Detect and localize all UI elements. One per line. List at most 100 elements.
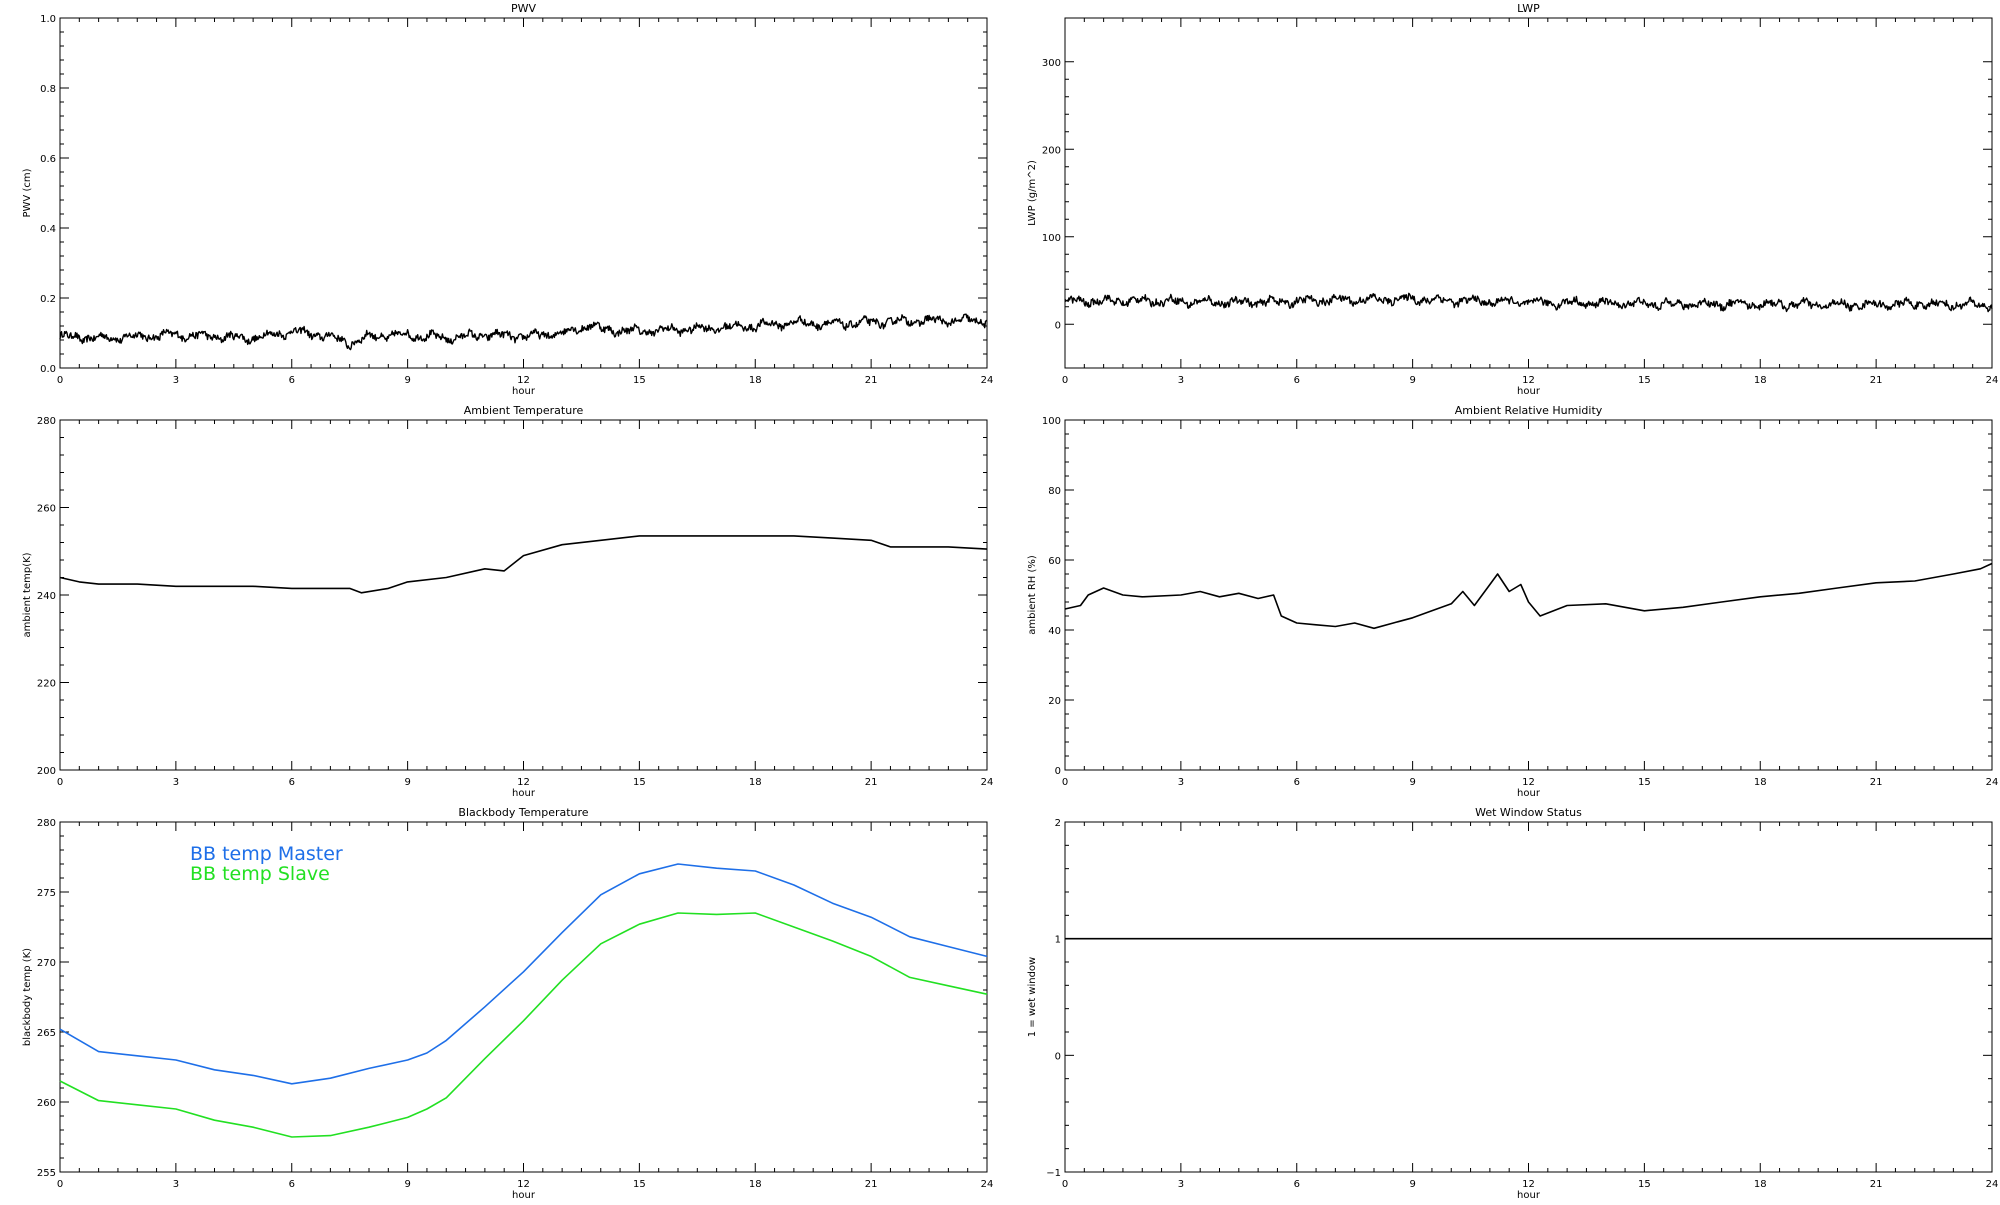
x-tick-label: 21 bbox=[865, 777, 878, 788]
x-tick-label: 3 bbox=[173, 1179, 179, 1190]
x-tick-label: 24 bbox=[1986, 1179, 1999, 1190]
y-tick-label: 2 bbox=[1055, 818, 1061, 829]
x-axis-label: hour bbox=[512, 1190, 536, 1200]
x-tick-label: 24 bbox=[1986, 375, 1999, 386]
x-tick-label: 18 bbox=[749, 1179, 762, 1190]
y-tick-label: −1 bbox=[1046, 1168, 1061, 1179]
x-tick-label: 3 bbox=[173, 375, 179, 386]
x-tick-label: 15 bbox=[633, 777, 646, 788]
x-tick-label: 15 bbox=[1638, 375, 1651, 386]
x-tick-label: 24 bbox=[981, 375, 994, 386]
plot-frame bbox=[1064, 821, 1993, 1173]
plot-title: Wet Window Status bbox=[1475, 806, 1582, 819]
x-tick-label: 24 bbox=[981, 1179, 994, 1190]
x-tick-label: 0 bbox=[57, 777, 63, 788]
y-tick-label: 280 bbox=[37, 818, 56, 829]
y-tick-label: 200 bbox=[1042, 145, 1061, 156]
y-tick-label: 280 bbox=[37, 416, 56, 427]
x-tick-label: 9 bbox=[1409, 375, 1415, 386]
y-tick-label: 0 bbox=[1055, 766, 1061, 777]
y-tick-label: 1.0 bbox=[40, 14, 56, 25]
plot-frame bbox=[59, 419, 988, 771]
x-tick-label: 6 bbox=[1294, 1179, 1300, 1190]
y-tick-label: 200 bbox=[37, 766, 56, 777]
y-axis-label: ambient temp(K) bbox=[22, 552, 33, 637]
plot-title: PWV bbox=[511, 2, 537, 15]
y-tick-label: 0.2 bbox=[40, 294, 56, 305]
x-tick-label: 6 bbox=[1294, 777, 1300, 788]
plot-frame bbox=[1064, 419, 1993, 771]
plot-title: Ambient Relative Humidity bbox=[1455, 404, 1603, 417]
plot-panel-3: Ambient Temperature 0 3 6 9 12 15 18 21 24 hour 200… bbox=[22, 404, 993, 799]
y-axis-label: PWV (cm) bbox=[22, 168, 33, 217]
x-tick-label: 3 bbox=[1178, 777, 1184, 788]
y-tick-label: 260 bbox=[37, 504, 56, 515]
x-tick-label: 21 bbox=[1870, 1179, 1883, 1190]
plot-frame bbox=[59, 17, 988, 369]
series-line bbox=[1064, 292, 1993, 313]
plot-frame bbox=[1064, 17, 1993, 369]
x-axis-label: hour bbox=[1517, 788, 1541, 799]
legend-entry: BB temp Slave bbox=[190, 863, 330, 885]
x-tick-label: 12 bbox=[1522, 777, 1535, 788]
x-tick-label: 21 bbox=[1870, 375, 1883, 386]
plot-panel-5: Blackbody Temperature 0 3 6 9 12 15 18 21 24 hour 2… bbox=[22, 806, 994, 1201]
x-tick-label: 12 bbox=[517, 1179, 530, 1190]
x-tick-label: 9 bbox=[1409, 1179, 1415, 1190]
series-line bbox=[59, 313, 988, 351]
y-tick-label: 300 bbox=[1042, 58, 1061, 69]
y-tick-label: 275 bbox=[37, 888, 56, 899]
x-tick-label: 0 bbox=[57, 375, 63, 386]
x-tick-label: 18 bbox=[1754, 1179, 1767, 1190]
y-tick-label: 20 bbox=[1048, 696, 1061, 707]
x-tick-label: 9 bbox=[1409, 777, 1415, 788]
y-tick-label: 100 bbox=[1042, 233, 1061, 244]
series-line-bb-temp-master bbox=[59, 863, 988, 1085]
x-axis-label: hour bbox=[512, 788, 536, 799]
plot-title: Ambient Temperature bbox=[464, 404, 584, 417]
y-axis-label: LWP (g/m^2) bbox=[1027, 160, 1038, 226]
y-tick-label: 80 bbox=[1048, 486, 1061, 497]
plot-panel-2: LWP 0 3 6 9 12 15 18 21 24 hour 0 100 200 300 LWP (g/m^… bbox=[1027, 2, 1998, 397]
x-tick-label: 15 bbox=[633, 375, 646, 386]
x-tick-label: 6 bbox=[289, 1179, 295, 1190]
series-line bbox=[1064, 562, 1993, 630]
y-tick-label: 1 bbox=[1055, 935, 1061, 946]
y-tick-label: 0.6 bbox=[40, 154, 56, 165]
x-axis-label: hour bbox=[512, 386, 536, 397]
x-tick-label: 9 bbox=[404, 777, 410, 788]
y-axis-label: 1 = wet window bbox=[1027, 957, 1038, 1037]
x-tick-label: 18 bbox=[749, 777, 762, 788]
y-tick-label: 60 bbox=[1048, 556, 1061, 567]
plot-title: LWP bbox=[1517, 2, 1540, 15]
x-tick-label: 24 bbox=[1986, 777, 1999, 788]
y-tick-label: 265 bbox=[37, 1028, 56, 1039]
x-tick-label: 21 bbox=[1870, 777, 1883, 788]
y-tick-label: 220 bbox=[37, 679, 56, 690]
y-tick-label: 260 bbox=[37, 1098, 56, 1109]
legend-entry: BB temp Master bbox=[190, 843, 343, 865]
x-tick-label: 3 bbox=[1178, 375, 1184, 386]
x-tick-label: 12 bbox=[1522, 375, 1535, 386]
x-tick-label: 0 bbox=[1062, 375, 1068, 386]
y-tick-label: 270 bbox=[37, 958, 56, 969]
x-axis-label: hour bbox=[1517, 1190, 1541, 1200]
x-tick-label: 15 bbox=[1638, 777, 1651, 788]
x-tick-label: 6 bbox=[1294, 375, 1300, 386]
y-tick-label: 0.8 bbox=[40, 84, 56, 95]
x-tick-label: 15 bbox=[1638, 1179, 1651, 1190]
x-tick-label: 0 bbox=[1062, 1179, 1068, 1190]
x-tick-label: 15 bbox=[633, 1179, 646, 1190]
y-tick-label: 0.4 bbox=[40, 224, 56, 235]
x-tick-label: 0 bbox=[57, 1179, 63, 1190]
plot-panel-4: Ambient Relative Humidity 0 3 6 9 12 15 18 21 24 h… bbox=[1027, 404, 1998, 799]
plot-title: Blackbody Temperature bbox=[458, 806, 588, 819]
x-tick-label: 18 bbox=[1754, 375, 1767, 386]
x-tick-label: 6 bbox=[289, 375, 295, 386]
x-tick-label: 12 bbox=[517, 375, 530, 386]
x-tick-label: 18 bbox=[1754, 777, 1767, 788]
x-tick-label: 9 bbox=[404, 375, 410, 386]
x-tick-label: 18 bbox=[749, 375, 762, 386]
